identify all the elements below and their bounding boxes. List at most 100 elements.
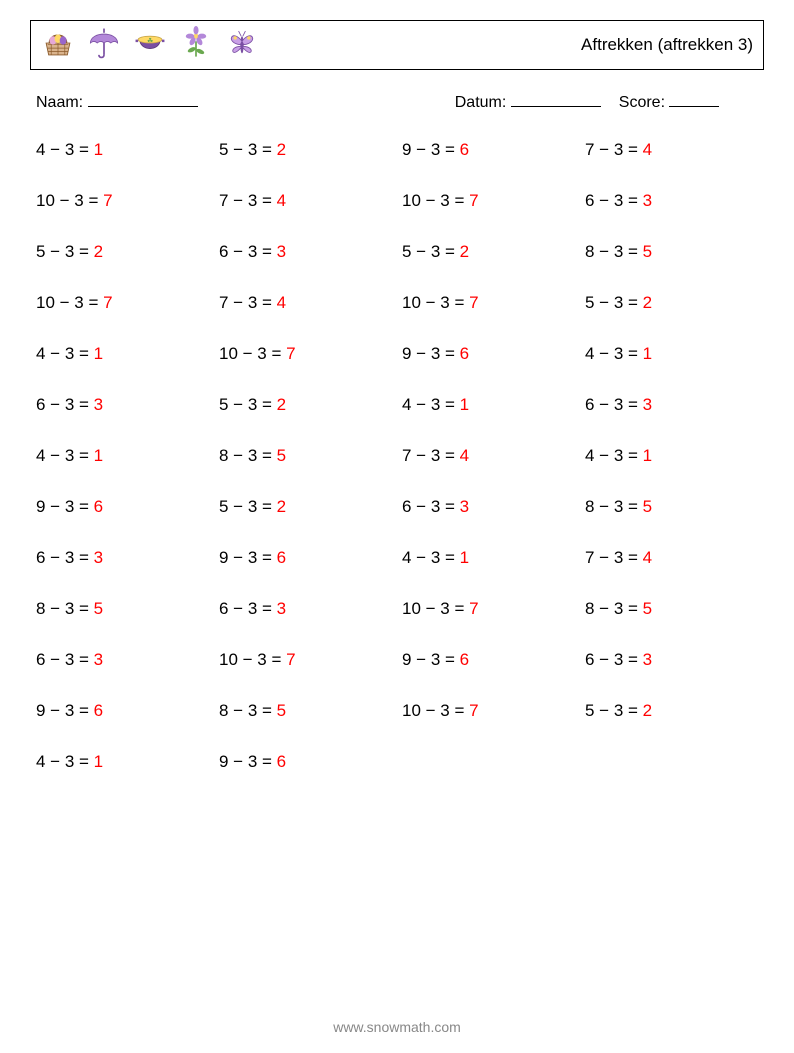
problem-answer: 1	[643, 446, 652, 465]
problem-expression: 4 − 3 =	[585, 446, 643, 465]
problem-cell: 4 − 3 = 1	[36, 752, 209, 772]
problem-answer: 3	[643, 191, 652, 210]
problem-expression: 8 − 3 =	[36, 599, 94, 618]
header-icons: ☘	[41, 26, 259, 65]
problem-expression: 8 − 3 =	[585, 497, 643, 516]
problem-expression: 6 − 3 =	[585, 650, 643, 669]
problem-cell: 5 − 3 = 2	[402, 242, 575, 262]
problem-expression: 5 − 3 =	[219, 395, 277, 414]
problem-cell: 7 − 3 = 4	[585, 548, 758, 568]
problem-answer: 7	[286, 650, 295, 669]
problem-expression: 9 − 3 =	[402, 344, 460, 363]
problem-expression: 6 − 3 =	[36, 650, 94, 669]
problem-cell: 10 − 3 = 7	[36, 191, 209, 211]
name-label: Naam:	[36, 94, 83, 111]
worksheet-title: Aftrekken (aftrekken 3)	[581, 35, 753, 55]
problem-cell: 8 − 3 = 5	[36, 599, 209, 619]
problem-cell: 6 − 3 = 3	[585, 191, 758, 211]
problem-answer: 4	[277, 191, 286, 210]
problem-expression: 9 − 3 =	[219, 548, 277, 567]
problem-cell: 6 − 3 = 3	[585, 650, 758, 670]
problem-cell: 9 − 3 = 6	[402, 344, 575, 364]
problem-answer: 3	[277, 599, 286, 618]
problem-expression: 7 − 3 =	[219, 293, 277, 312]
problem-cell: 9 − 3 = 6	[219, 548, 392, 568]
problem-expression: 4 − 3 =	[585, 344, 643, 363]
problem-expression: 5 − 3 =	[585, 701, 643, 720]
problem-answer: 5	[94, 599, 103, 618]
problem-cell: 7 − 3 = 4	[402, 446, 575, 466]
problem-expression: 4 − 3 =	[402, 395, 460, 414]
problem-expression: 8 − 3 =	[219, 701, 277, 720]
problem-answer: 3	[277, 242, 286, 261]
problem-cell: 9 − 3 = 6	[402, 650, 575, 670]
problem-expression: 9 − 3 =	[36, 701, 94, 720]
problem-expression: 4 − 3 =	[36, 344, 94, 363]
problem-answer: 7	[469, 293, 478, 312]
name-blank	[88, 92, 198, 107]
footer-url: www.snowmath.com	[0, 1019, 794, 1035]
problem-answer: 7	[286, 344, 295, 363]
problem-cell: 6 − 3 = 3	[36, 395, 209, 415]
problem-cell: 6 − 3 = 3	[219, 599, 392, 619]
problem-cell: 10 − 3 = 7	[219, 650, 392, 670]
problem-expression: 9 − 3 =	[219, 752, 277, 771]
problem-answer: 1	[94, 344, 103, 363]
problem-expression: 4 − 3 =	[402, 548, 460, 567]
info-row: Naam: Datum: Score:	[30, 92, 764, 112]
problem-expression: 9 − 3 =	[402, 650, 460, 669]
problem-answer: 3	[94, 650, 103, 669]
problem-answer: 2	[643, 293, 652, 312]
date-label: Datum:	[455, 94, 507, 111]
problem-cell: 10 − 3 = 7	[402, 293, 575, 313]
problem-cell: 10 − 3 = 7	[36, 293, 209, 313]
problem-answer: 6	[460, 344, 469, 363]
problem-expression: 8 − 3 =	[585, 242, 643, 261]
problem-cell: 7 − 3 = 4	[585, 140, 758, 160]
problem-expression: 5 − 3 =	[219, 140, 277, 159]
problem-expression: 6 − 3 =	[585, 395, 643, 414]
problem-answer: 5	[643, 599, 652, 618]
problem-expression: 4 − 3 =	[36, 752, 94, 771]
problem-cell: 4 − 3 = 1	[402, 395, 575, 415]
problem-answer: 5	[643, 242, 652, 261]
butterfly-icon	[225, 26, 259, 65]
score-blank	[669, 92, 719, 107]
problem-cell: 6 − 3 = 3	[219, 242, 392, 262]
problem-cell: 7 − 3 = 4	[219, 293, 392, 313]
problem-answer: 7	[469, 191, 478, 210]
problem-expression: 10 − 3 =	[36, 293, 103, 312]
problem-answer: 3	[643, 395, 652, 414]
problem-expression: 9 − 3 =	[402, 140, 460, 159]
problem-expression: 8 − 3 =	[585, 599, 643, 618]
problem-answer: 6	[460, 140, 469, 159]
problem-cell: 6 − 3 = 3	[585, 395, 758, 415]
problem-expression: 7 − 3 =	[585, 548, 643, 567]
problem-answer: 3	[94, 395, 103, 414]
problem-expression: 5 − 3 =	[585, 293, 643, 312]
problem-cell: 5 − 3 = 2	[219, 395, 392, 415]
problem-expression: 10 − 3 =	[402, 293, 469, 312]
pot-icon: ☘	[133, 26, 167, 65]
problem-cell: 4 − 3 = 1	[36, 446, 209, 466]
problem-answer: 3	[460, 497, 469, 516]
problem-answer: 5	[277, 701, 286, 720]
problem-expression: 4 − 3 =	[36, 446, 94, 465]
problem-cell: 10 − 3 = 7	[402, 701, 575, 721]
flower-icon	[179, 26, 213, 65]
problem-expression: 5 − 3 =	[219, 497, 277, 516]
problem-expression: 10 − 3 =	[402, 599, 469, 618]
problem-cell: 4 − 3 = 1	[585, 344, 758, 364]
problem-expression: 5 − 3 =	[402, 242, 460, 261]
problem-answer: 6	[94, 497, 103, 516]
problem-answer: 7	[469, 701, 478, 720]
problem-expression: 10 − 3 =	[402, 701, 469, 720]
problem-expression: 10 − 3 =	[219, 650, 286, 669]
problem-answer: 6	[277, 752, 286, 771]
problem-answer: 3	[94, 548, 103, 567]
problem-cell: 5 − 3 = 2	[219, 497, 392, 517]
problem-answer: 7	[103, 293, 112, 312]
svg-text:☘: ☘	[147, 37, 153, 45]
problem-answer: 3	[643, 650, 652, 669]
problem-expression: 6 − 3 =	[585, 191, 643, 210]
